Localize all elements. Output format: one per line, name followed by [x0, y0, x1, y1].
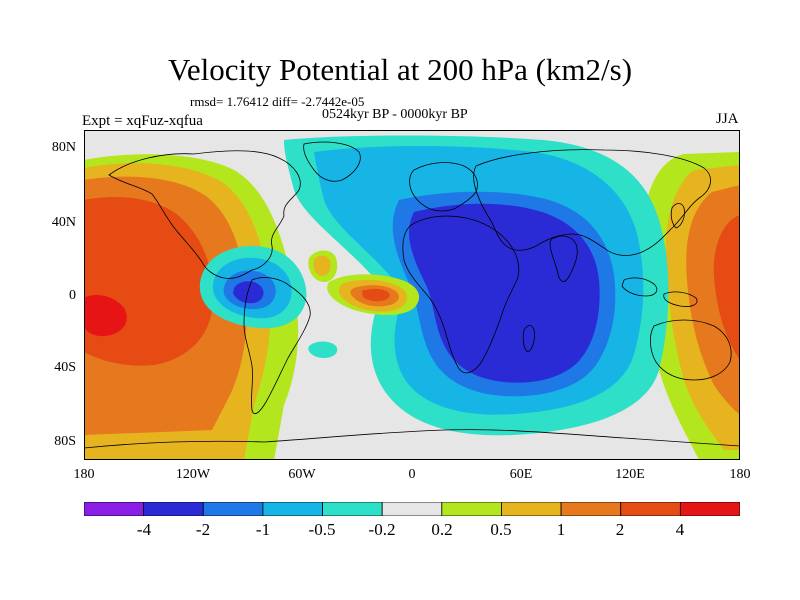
colorbar-label-neg1: -1 — [255, 520, 271, 539]
lat-tick-80s: 80S — [54, 434, 76, 449]
lon-tick-180e: 180 — [729, 467, 751, 482]
season-label: JJA — [716, 111, 739, 127]
experiment-label: Expt = xqFuz-xqfua — [82, 113, 203, 129]
lon-tick-120e: 120E — [615, 467, 645, 482]
colorbar-label-neg2: -2 — [195, 520, 211, 539]
lon-tick-120w: 120W — [175, 467, 211, 482]
negative-anomaly-south-atlantic — [308, 341, 338, 358]
negative-anomaly-central-america — [199, 246, 307, 329]
map-title: Velocity Potential at 200 hPa (km2/s) — [167, 52, 633, 87]
colorbar-swatch — [202, 502, 264, 516]
lat-tick-40s: 40S — [54, 360, 76, 375]
colorbar-label-4: 4 — [675, 520, 685, 539]
positive-anomaly-pacific — [84, 154, 299, 460]
colorbar-label-0-5: 0.5 — [490, 520, 512, 539]
velocity-potential-map — [84, 130, 740, 460]
colorbar-label-neg4: -4 — [136, 520, 152, 539]
lon-tick-180w: 180 — [73, 467, 95, 482]
colorbar-swatch — [560, 502, 622, 516]
colorbar-swatch — [262, 502, 323, 516]
colorbar-label-neg0-2: -0.2 — [368, 520, 396, 539]
lon-tick-0: 0 — [408, 467, 416, 482]
positive-anomaly-atlantic — [308, 250, 420, 315]
colorbar-label-0-2: 0.2 — [431, 520, 453, 539]
colorbar-swatch — [381, 502, 443, 516]
lat-tick-0: 0 — [69, 288, 76, 303]
period-text: 0524kyr BP - 0000kyr BP — [322, 107, 468, 122]
colorbar-label-neg0-5: -0.5 — [308, 520, 336, 539]
lon-tick-60w: 60W — [288, 467, 316, 482]
map-frame — [84, 130, 740, 460]
colorbar-swatch — [322, 502, 383, 516]
colorbar — [84, 502, 740, 516]
colorbar-swatch — [441, 502, 502, 516]
lat-tick-40n: 40N — [51, 215, 76, 230]
colorbar-swatch — [679, 502, 740, 516]
colorbar-swatch — [620, 502, 681, 516]
lat-tick-80n: 80N — [51, 140, 76, 155]
rmsd-diff-text: rmsd= 1.76412 diff= -2.7442e-05 — [190, 94, 365, 109]
lon-tick-60e: 60E — [509, 467, 533, 482]
colorbar-label-2: 2 — [615, 520, 625, 539]
colorbar-swatch — [143, 502, 204, 516]
colorbar-swatch — [84, 502, 145, 516]
colorbar-label-1: 1 — [556, 520, 566, 539]
coastlines — [84, 141, 740, 449]
colorbar-swatch — [501, 502, 562, 516]
negative-anomaly-africa — [284, 135, 669, 436]
